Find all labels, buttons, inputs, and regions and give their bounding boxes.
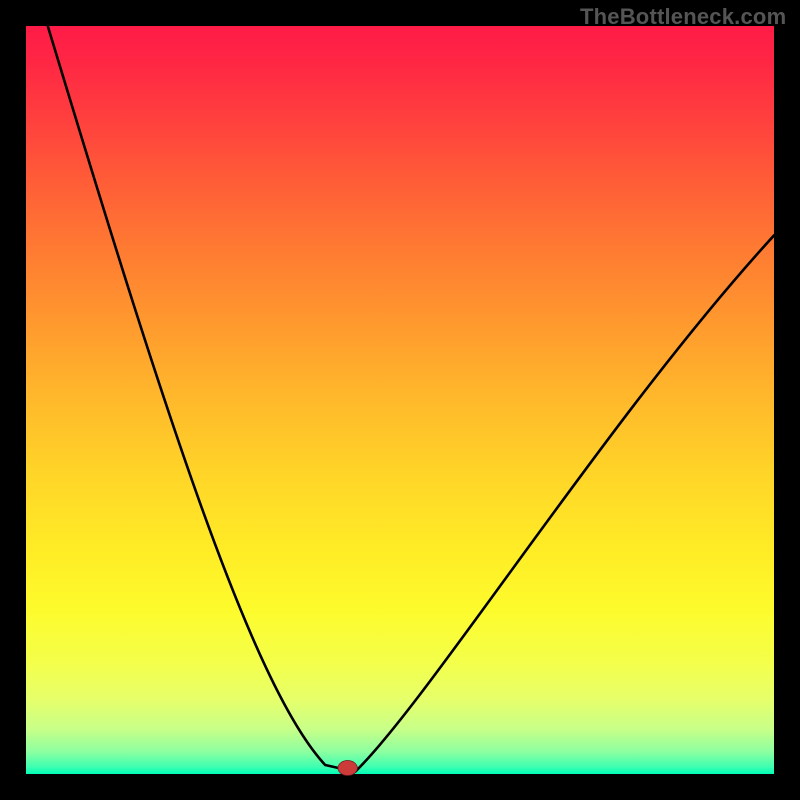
chart-container: TheBottleneck.com bbox=[0, 0, 800, 800]
plot-area bbox=[26, 26, 774, 774]
watermark-label: TheBottleneck.com bbox=[580, 4, 786, 30]
